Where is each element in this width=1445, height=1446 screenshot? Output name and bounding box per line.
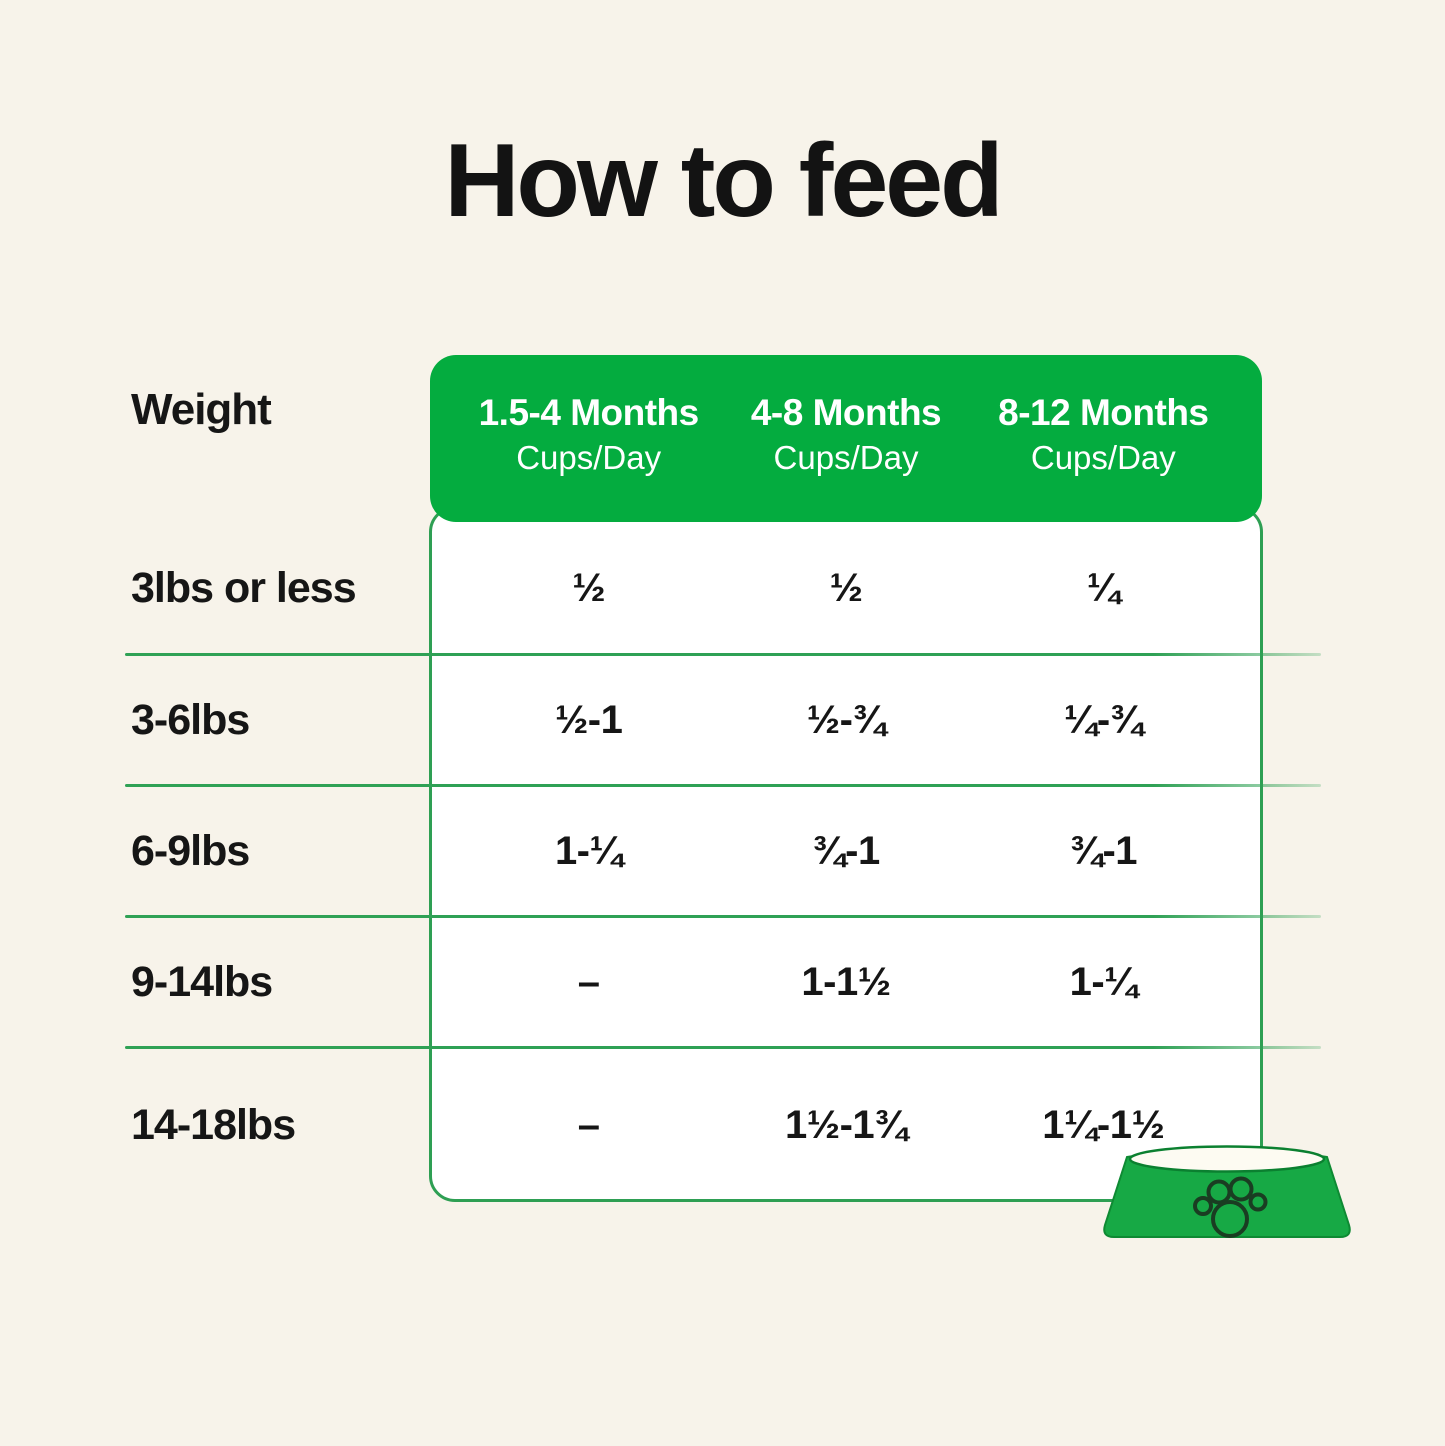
row-divider-line [125, 915, 1321, 918]
table-header-band: 1.5-4 Months Cups/Day 4-8 Months Cups/Da… [430, 355, 1262, 522]
feeding-value: ½ [829, 566, 863, 610]
feeding-value: ¾-1 [812, 829, 880, 873]
table-row: ½-1 ½-¾ ¼-¾ [430, 655, 1262, 786]
weight-label: 6-9lbs [131, 827, 250, 875]
row-divider-line [125, 784, 1321, 787]
table-row: 1-¼ ¾-1 ¾-1 [430, 786, 1262, 917]
feeding-value: 1½-1¾ [784, 1102, 908, 1147]
weight-label: 3-6lbs [131, 696, 250, 744]
feeding-value: ¼-¾ [1064, 698, 1143, 742]
feeding-value: ½ [572, 566, 606, 610]
column-months-label: 1.5-4 Months [478, 392, 700, 433]
table-row: – 1½-1¾ 1¼-1½ [430, 1048, 1262, 1202]
feeding-value: ½-¾ [806, 698, 886, 742]
feeding-value: 1-1½ [801, 960, 891, 1004]
page-title: How to feed [444, 123, 1003, 239]
weight-label: 9-14lbs [131, 958, 273, 1006]
dog-bowl-icon [1103, 1145, 1351, 1238]
column-header-1: 1.5-4 Months Cups/Day [460, 392, 717, 477]
weight-column-header: Weight [131, 385, 272, 434]
feeding-value: 1-¼ [1069, 960, 1138, 1004]
column-unit-label: Cups/Day [773, 439, 919, 476]
feeding-value: – [577, 1102, 600, 1147]
feeding-value: 1-¼ [554, 829, 623, 873]
feeding-table-body [429, 506, 1263, 1202]
feeding-value: – [577, 960, 600, 1004]
column-header-2: 4-8 Months Cups/Day [717, 392, 974, 477]
feeding-value: ¾-1 [1069, 829, 1138, 873]
feeding-value: 1¼-1½ [1042, 1102, 1165, 1147]
row-divider-line [125, 653, 1321, 656]
column-header-3: 8-12 Months Cups/Day [975, 392, 1232, 477]
column-unit-label: Cups/Day [516, 439, 662, 476]
weight-label: 3lbs or less [131, 564, 357, 612]
weight-labels-column: 3lbs or less 3-6lbs 6-9lbs 9-14lbs 14-18… [131, 522, 421, 1202]
table-row: – 1-1½ 1-¼ [430, 917, 1262, 1048]
paw-print-icon [1193, 1176, 1268, 1238]
column-months-label: 4-8 Months [750, 392, 942, 433]
table-row: ½ ½ ¼ [430, 522, 1262, 655]
feeding-value: ¼ [1086, 566, 1120, 610]
column-months-label: 8-12 Months [998, 392, 1209, 433]
row-divider-line [125, 1046, 1321, 1049]
weight-label: 14-18lbs [131, 1100, 296, 1149]
feeding-values-grid: ½ ½ ¼ ½-1 ½-¾ ¼-¾ 1-¼ ¾-1 ¾-1 – 1-1½ 1-¼… [430, 522, 1262, 1202]
feeding-value: ½-1 [554, 698, 623, 742]
column-unit-label: Cups/Day [1030, 439, 1176, 476]
